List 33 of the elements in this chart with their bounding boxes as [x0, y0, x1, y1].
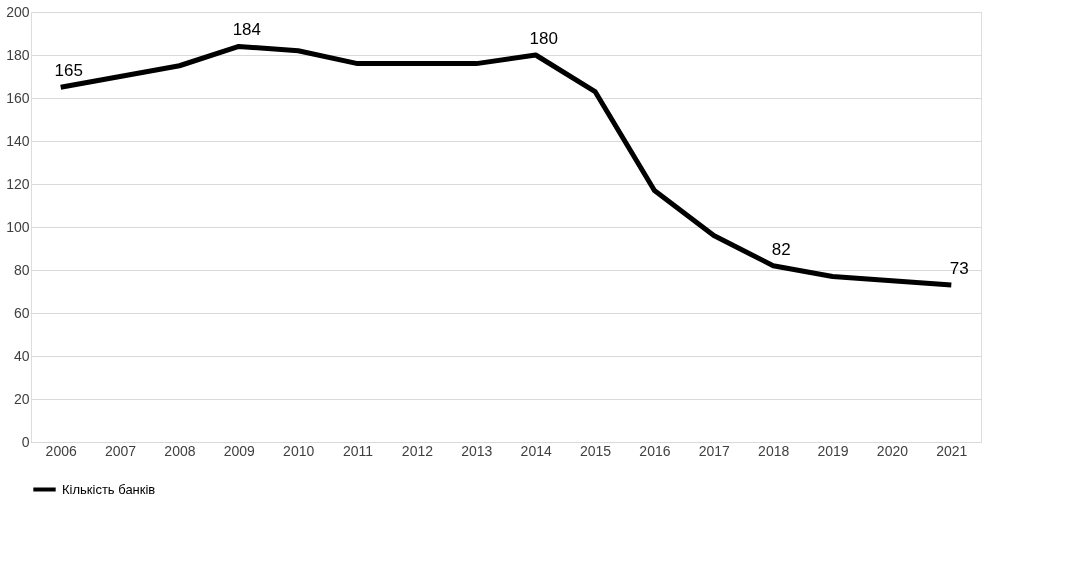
- data-label: 184: [232, 20, 261, 40]
- data-label: 73: [949, 259, 969, 279]
- x-tick-label: 2009: [223, 442, 256, 459]
- x-tick-label: 2017: [698, 442, 731, 459]
- y-tick-label: 60: [13, 304, 30, 321]
- data-label: 180: [529, 29, 558, 48]
- y-tick-label: 40: [13, 347, 30, 364]
- x-tick-label: 2008: [164, 442, 196, 459]
- x-tick-label: 2006: [45, 442, 77, 459]
- x-tick-label: 2013: [461, 442, 493, 459]
- x-tick-label: 2014: [520, 442, 552, 459]
- y-tick-label: 100: [6, 218, 30, 235]
- data-label: 165: [54, 61, 83, 81]
- x-tick-label: 2018: [758, 442, 790, 459]
- y-tick-label: 20: [13, 390, 30, 407]
- x-tick-label: 2015: [579, 442, 612, 459]
- x-tick-label: 2012: [401, 442, 434, 459]
- x-tick-label: 2021: [936, 442, 968, 459]
- data-label: 82: [771, 239, 791, 259]
- x-tick-label: 2011: [343, 442, 374, 459]
- x-tick-label: 2007: [104, 442, 137, 459]
- y-tick-label: 120: [6, 175, 30, 192]
- y-tick-label: 140: [6, 132, 30, 149]
- x-tick-label: 2016: [639, 442, 671, 459]
- y-tick-label: 200: [6, 3, 30, 20]
- x-tick-label: 2020: [876, 442, 909, 459]
- y-tick-label: 180: [6, 46, 30, 63]
- x-tick-label: 2019: [817, 442, 849, 459]
- y-tick-label: 160: [6, 89, 30, 106]
- y-tick-label: 0: [21, 433, 30, 450]
- y-tick-label: 80: [13, 261, 30, 278]
- x-tick-label: 2010: [283, 442, 315, 459]
- legend-label: Кількість банків: [62, 481, 156, 497]
